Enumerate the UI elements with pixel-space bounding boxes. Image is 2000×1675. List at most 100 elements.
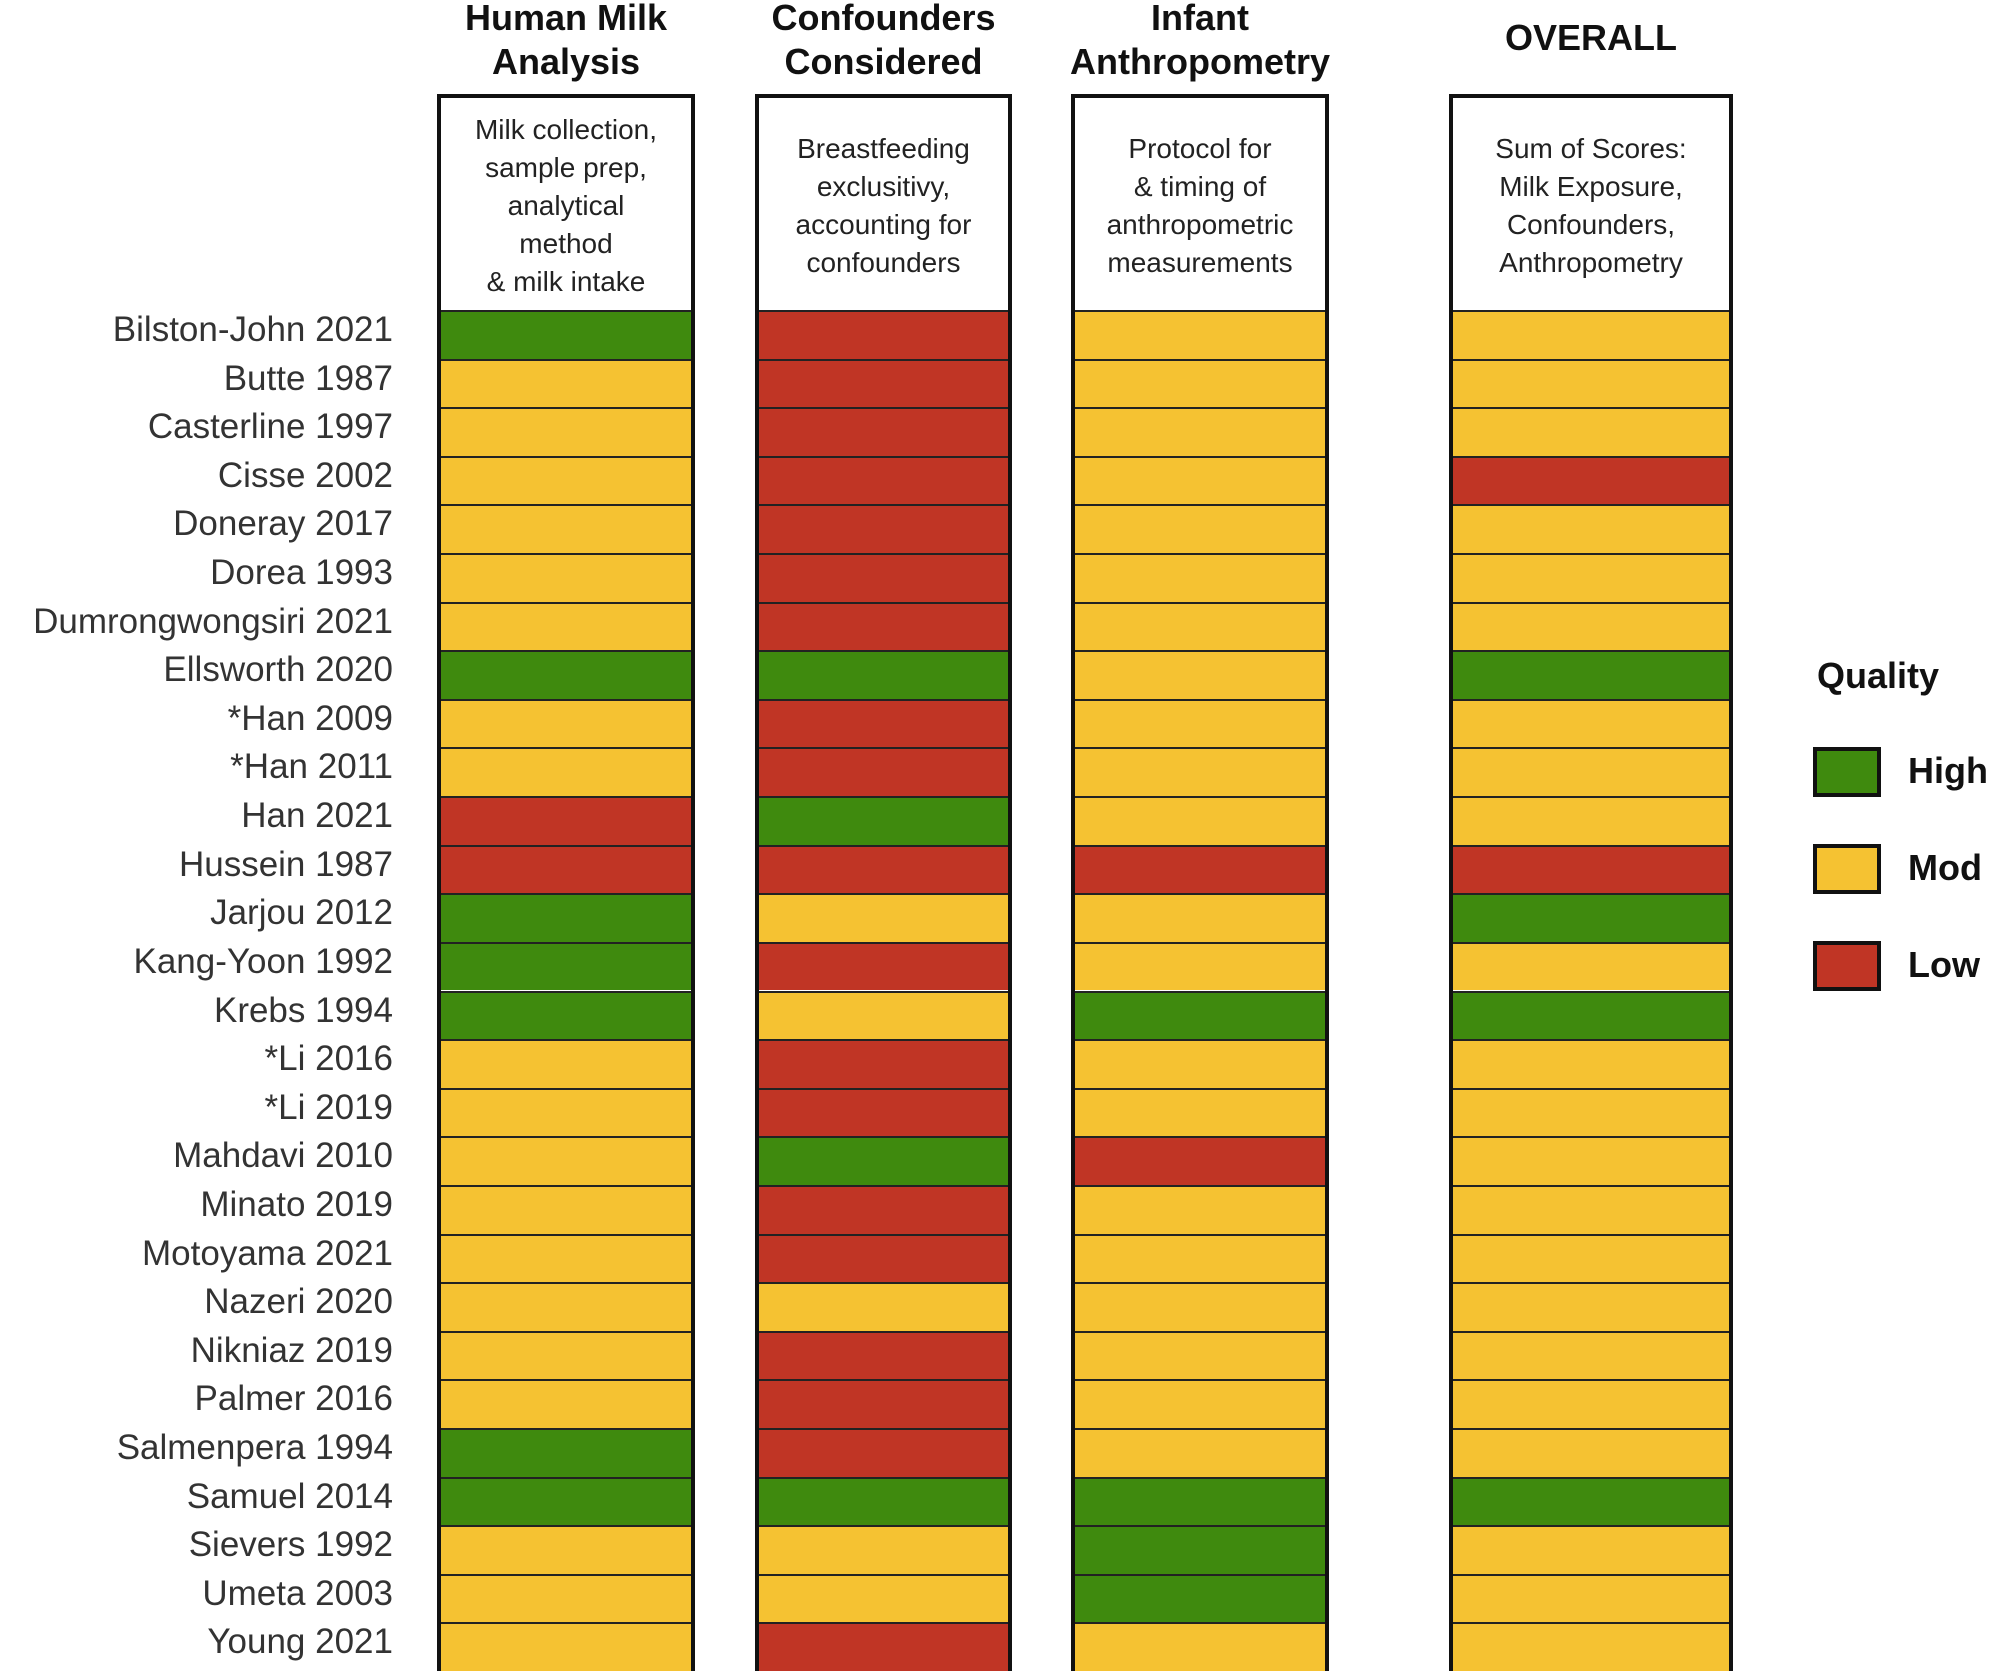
- rating-cell: [1075, 1573, 1325, 1623]
- study-label: Han 2021: [241, 796, 393, 836]
- rating-cell: [1075, 1379, 1325, 1428]
- rating-cell: [1453, 1039, 1729, 1088]
- study-label: *Li 2016: [264, 1039, 393, 1079]
- rating-cell: [441, 1476, 691, 1526]
- rating-cell: [759, 1233, 1008, 1283]
- rating-cell: [759, 941, 1008, 991]
- rating-cell: [759, 698, 1008, 748]
- rating-cell: [1453, 1136, 1729, 1185]
- rating-cell: [1075, 893, 1325, 942]
- rating-cell: [441, 844, 691, 894]
- description-line: Confounders,: [1506, 209, 1676, 240]
- rating-cell: [1453, 601, 1729, 651]
- rating-cell: [1075, 796, 1325, 845]
- legend-label-high: High: [1908, 750, 1988, 791]
- description-line: Protocol for: [1128, 133, 1272, 164]
- rating-cell: [1075, 1039, 1325, 1088]
- rating-cell: [1075, 844, 1325, 894]
- description-line: method: [519, 228, 613, 259]
- rating-cell: [441, 1233, 691, 1283]
- study-label: Mahdavi 2010: [173, 1136, 393, 1176]
- column-description: Protocol for & timing of anthropometric mea…: [1075, 98, 1325, 314]
- rating-cell: [441, 941, 691, 991]
- rating-cell: [1453, 796, 1729, 845]
- rating-cell: [441, 1622, 691, 1671]
- rating-cell: [441, 407, 691, 456]
- study-label: *Han 2009: [227, 698, 393, 738]
- rating-cell: [1453, 310, 1729, 359]
- rating-cell: [441, 698, 691, 748]
- rating-cell: [1075, 1427, 1325, 1477]
- rating-cell: [759, 358, 1008, 408]
- column-description: Breastfeeding exclusitivy, accounting for c…: [759, 98, 1008, 314]
- rating-cell: [759, 1476, 1008, 1526]
- rating-cell: [759, 1039, 1008, 1088]
- study-label: Motoyama 2021: [142, 1233, 393, 1273]
- rating-cell: [1075, 407, 1325, 456]
- rating-cell: [759, 747, 1008, 797]
- rating-cell: [1075, 310, 1325, 359]
- rating-cell: [1075, 650, 1325, 699]
- study-label: Umeta 2003: [202, 1573, 393, 1613]
- rating-cell: [1075, 455, 1325, 505]
- rating-cell: [441, 650, 691, 699]
- study-label: Doneray 2017: [173, 504, 393, 544]
- rating-cell: [441, 1525, 691, 1574]
- rating-cell: [441, 601, 691, 651]
- study-label: Young 2021: [207, 1622, 393, 1662]
- description-line: analytical: [507, 190, 625, 221]
- column-box: Milk collection, sample prep, analytical me…: [437, 94, 695, 1671]
- rating-cell: [1453, 990, 1729, 1040]
- description-line: measurements: [1107, 247, 1293, 278]
- rating-cell: [1075, 553, 1325, 602]
- rating-cell: [759, 1136, 1008, 1185]
- legend-label-mod: Mod: [1908, 847, 1982, 888]
- legend-swatch-low: [1813, 941, 1881, 991]
- rating-cell: [441, 893, 691, 942]
- rating-cell: [441, 1184, 691, 1234]
- description-line: anthropometric: [1106, 209, 1294, 240]
- legend-label-low: Low: [1908, 944, 1980, 985]
- rating-cell: [759, 1573, 1008, 1623]
- rating-cell: [759, 1427, 1008, 1477]
- rating-cell: [1075, 1476, 1325, 1526]
- rating-cell: [1453, 698, 1729, 748]
- study-label: Salmenpera 1994: [116, 1427, 393, 1467]
- study-label: Casterline 1997: [147, 407, 393, 447]
- rating-cell: [1453, 747, 1729, 797]
- rating-cell: [441, 553, 691, 602]
- study-label: Dorea 1993: [210, 553, 393, 593]
- rating-cell: [1075, 1330, 1325, 1380]
- rating-cell: [1453, 1233, 1729, 1283]
- description-line: accounting for: [795, 209, 972, 240]
- description-line: confounders: [806, 247, 961, 278]
- rating-cell: [1453, 844, 1729, 894]
- study-label: Krebs 1994: [213, 990, 393, 1030]
- rating-cell: [759, 504, 1008, 554]
- rating-cell: [441, 504, 691, 554]
- rating-cell: [759, 455, 1008, 505]
- rating-cell: [1075, 1622, 1325, 1671]
- rating-cell: [1075, 358, 1325, 408]
- rating-cell: [1453, 1184, 1729, 1234]
- rating-cell: [1453, 1476, 1729, 1526]
- column-title-line: Considered: [784, 41, 983, 82]
- column-title-line: Infant: [1151, 0, 1249, 38]
- rating-cell: [759, 796, 1008, 845]
- column-description: Milk collection, sample prep, analytical me…: [441, 98, 691, 314]
- legend-title: Quality: [1817, 655, 1940, 696]
- column-box: Protocol for & timing of anthropometric mea…: [1071, 94, 1329, 1671]
- rating-cell: [1453, 941, 1729, 991]
- description-line: Milk Exposure,: [1499, 171, 1683, 202]
- rating-cell: [1075, 1184, 1325, 1234]
- rating-cell: [759, 844, 1008, 894]
- column-box: Sum of Scores: Milk Exposure, Confounders,…: [1449, 94, 1733, 1671]
- column-description: Sum of Scores: Milk Exposure, Confounders,…: [1453, 98, 1729, 314]
- column-title: OVERALL: [1409, 16, 1773, 60]
- rating-cell: [441, 310, 691, 359]
- rating-cell: [1075, 941, 1325, 991]
- rating-cell: [1453, 893, 1729, 942]
- rating-cell: [1075, 1525, 1325, 1574]
- study-label: Nikniaz 2019: [190, 1330, 393, 1370]
- rating-cell: [1453, 407, 1729, 456]
